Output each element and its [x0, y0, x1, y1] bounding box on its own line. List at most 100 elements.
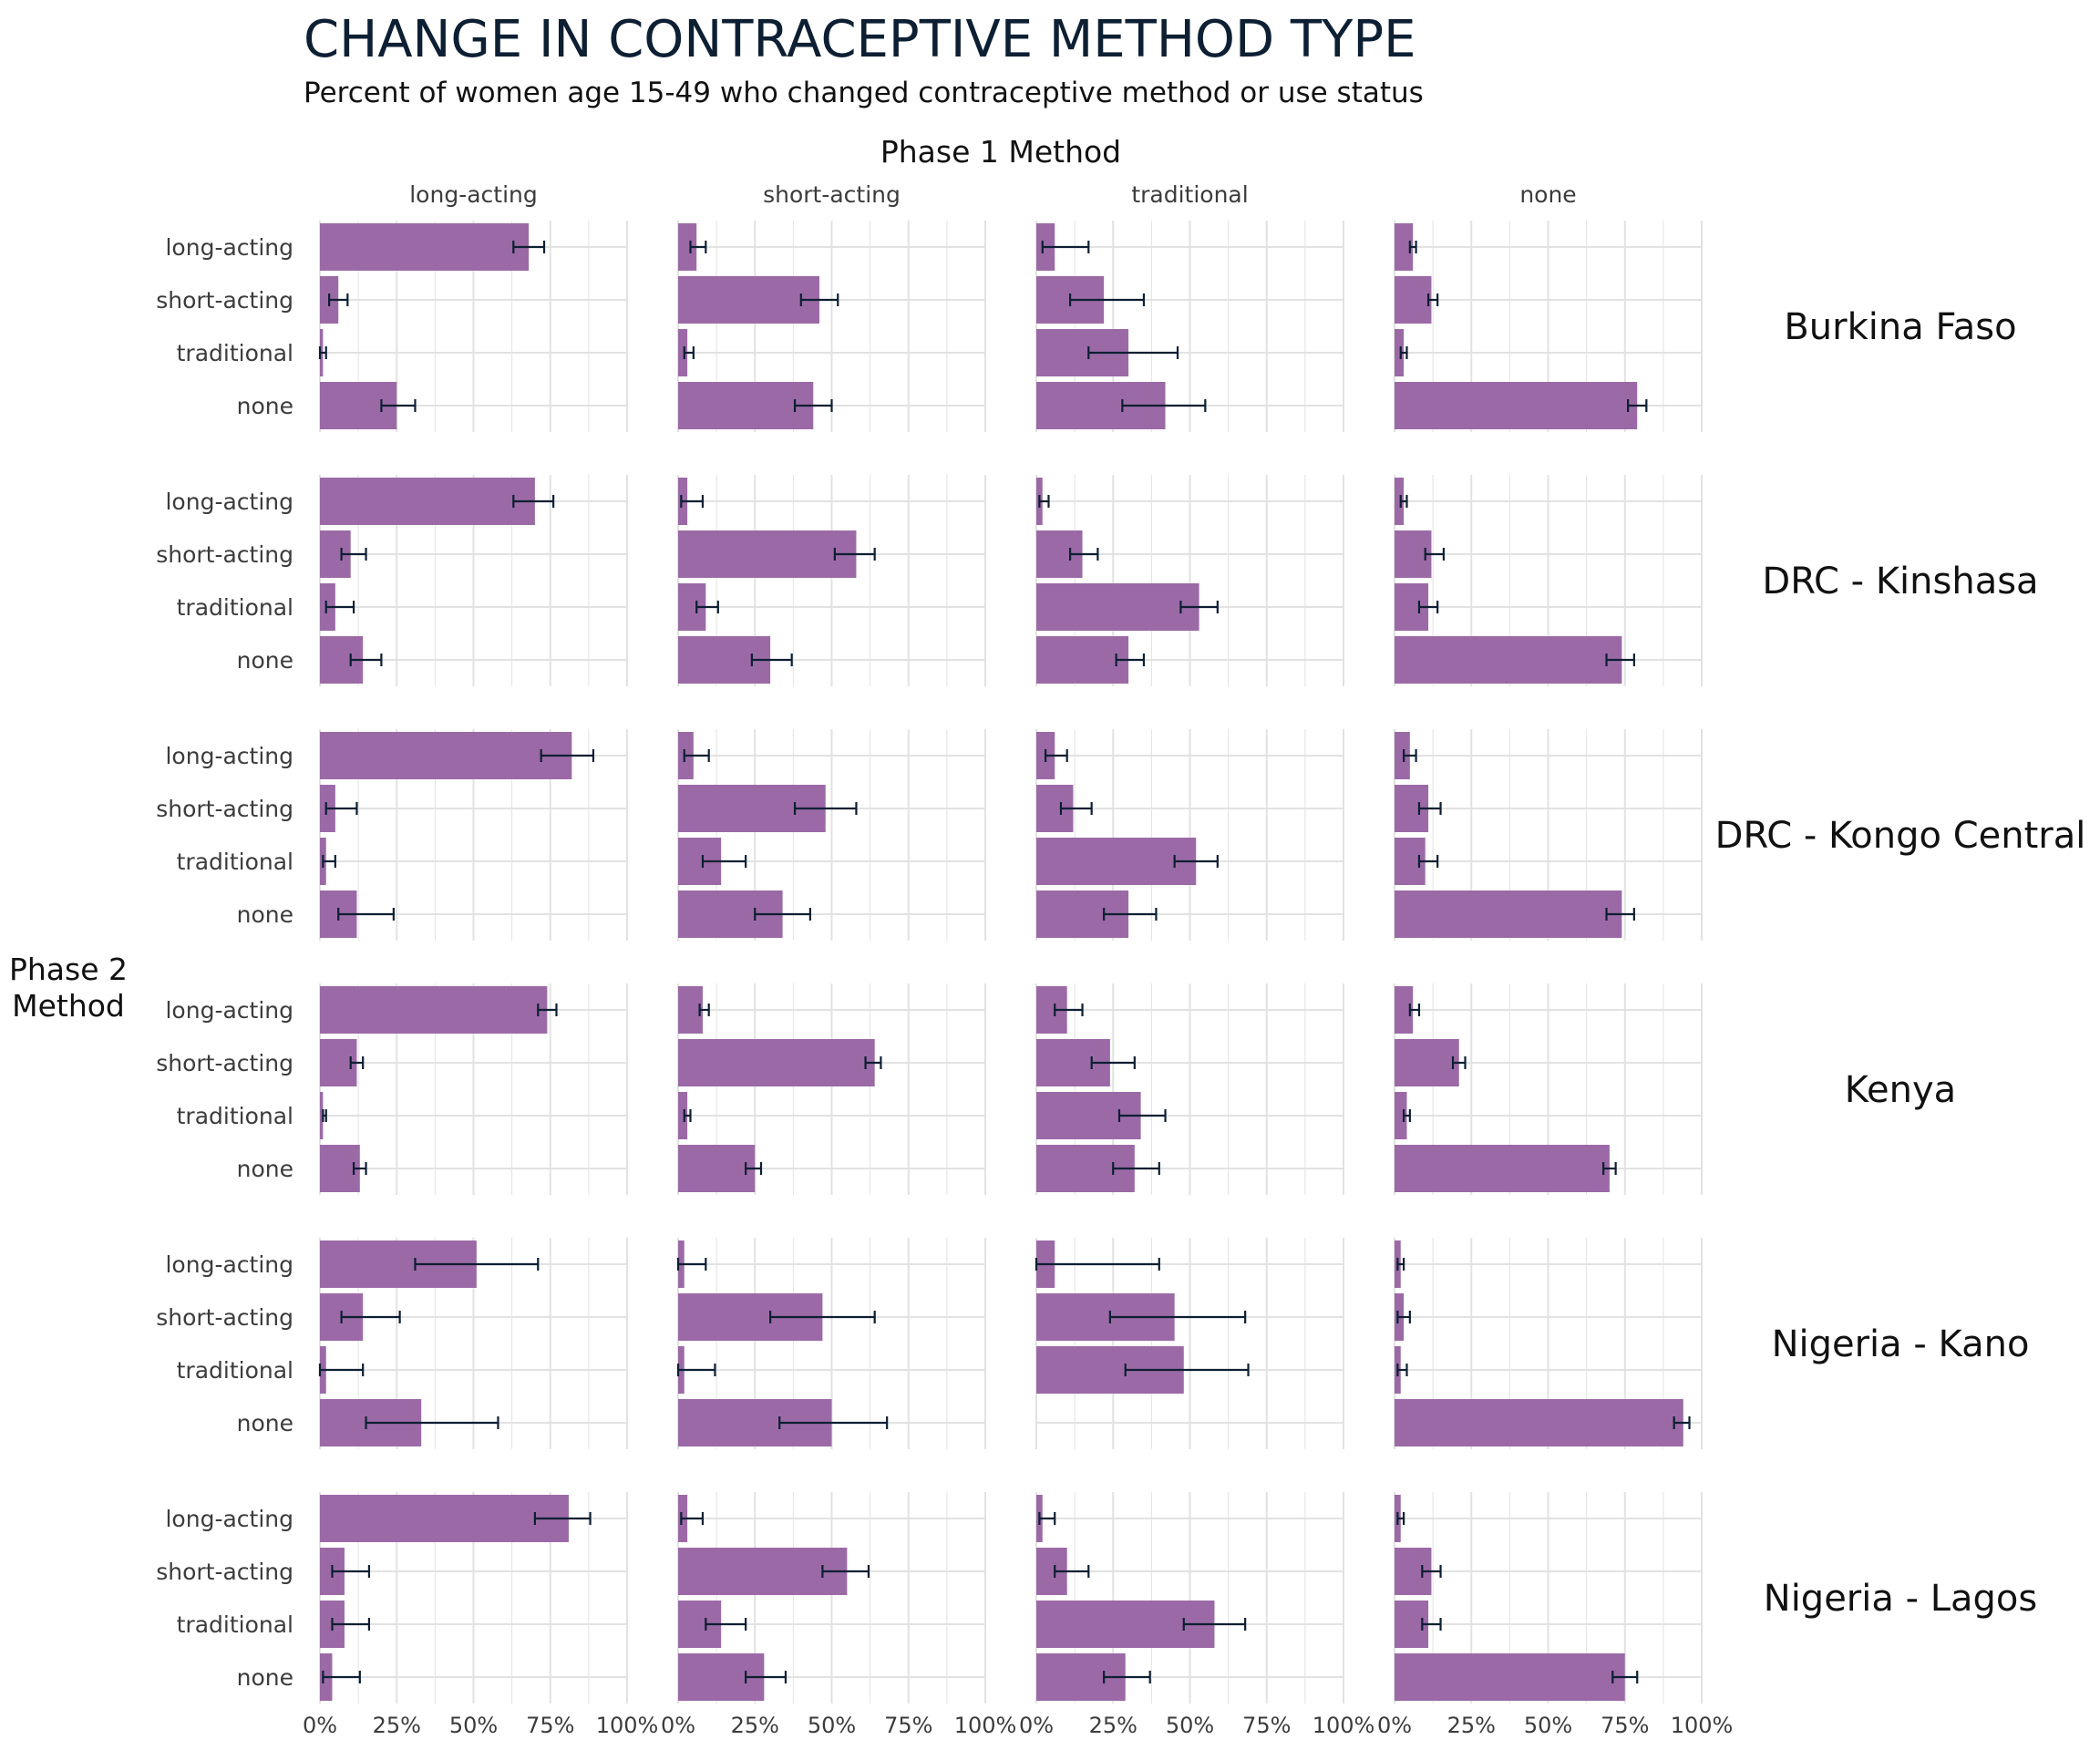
panel-drc-kinshasa-traditional: [1035, 475, 1344, 686]
bar-long-acting-to-traditional: [320, 1092, 324, 1139]
y-tick-label-short-acting: short-acting: [156, 1559, 293, 1585]
panel-drc-kongo-central-none: [1394, 729, 1703, 941]
panel-kenya-short-acting: [677, 983, 986, 1195]
panel-nigeria-lagos-short-acting: [677, 1492, 986, 1704]
region-label-nigeria-lagos: Nigeria - Lagos: [1764, 1578, 2037, 1620]
bar-none-to-none: [1395, 636, 1622, 684]
x-tick-label: 0%: [1377, 1713, 1412, 1738]
region-label-nigeria-kano: Nigeria - Kano: [1772, 1323, 2030, 1365]
bar-long-acting-to-long-acting: [320, 1495, 569, 1542]
bar-none-to-short-acting: [1395, 1039, 1459, 1086]
panel-burkina-faso-long-acting: [318, 221, 628, 432]
panel-kenya-none: [1394, 983, 1703, 1195]
panel-burkina-faso-none: [1394, 221, 1703, 432]
chart-title: CHANGE IN CONTRACEPTIVE METHOD TYPE: [304, 10, 1416, 69]
region-label-burkina-faso: Burkina Faso: [1784, 306, 2016, 348]
panel-drc-kongo-central-short-acting: [677, 729, 986, 941]
bar-short-acting-to-traditional: [678, 329, 688, 376]
bar-none-to-short-acting: [1395, 276, 1432, 324]
region-label-kenya: Kenya: [1845, 1069, 1956, 1111]
bar-long-acting-to-long-acting: [320, 223, 530, 271]
y-tick-label-short-acting: short-acting: [156, 796, 293, 822]
x-tick-label: 0%: [1019, 1713, 1054, 1738]
panel-nigeria-kano-none: [1394, 1238, 1703, 1449]
bar-short-acting-to-short-acting: [678, 1039, 875, 1086]
panel-nigeria-kano-long-acting: [318, 1238, 628, 1449]
y-tick-label-long-acting: long-acting: [165, 1251, 293, 1278]
bar-none-to-long-acting: [1395, 986, 1414, 1034]
panel-nigeria-lagos-long-acting: [319, 1492, 628, 1704]
y-tick-label-long-acting: long-acting: [165, 743, 293, 769]
x-tick-label: 25%: [1089, 1713, 1138, 1738]
panel-kenya-traditional: [1035, 983, 1344, 1195]
y-tick-label-short-acting: short-acting: [156, 1304, 293, 1331]
x-tick-label: 100%: [954, 1713, 1017, 1738]
region-label-drc-kinshasa: DRC - Kinshasa: [1762, 561, 2038, 602]
x-tick-label: 75%: [1601, 1713, 1649, 1738]
y-tick-label-traditional: traditional: [177, 594, 293, 621]
panel-drc-kinshasa-long-acting: [319, 475, 628, 686]
y-tick-label-traditional: traditional: [177, 1357, 293, 1384]
panel-burkina-faso-short-acting: [677, 221, 986, 432]
bar-short-acting-to-long-acting: [678, 223, 697, 271]
row-facet-label: Phase 2 Method: [9, 952, 128, 1024]
x-tick-label: 50%: [1166, 1713, 1214, 1738]
x-tick-label: 50%: [808, 1713, 856, 1738]
y-tick-label-long-acting: long-acting: [165, 1506, 293, 1532]
bar-long-acting-to-long-acting: [320, 478, 535, 525]
bar-traditional-to-traditional: [1036, 583, 1199, 631]
panel-nigeria-lagos-traditional: [1035, 1492, 1344, 1704]
panel-nigeria-kano-traditional: [1035, 1238, 1344, 1449]
bar-none-to-none: [1395, 382, 1638, 429]
y-tick-label-traditional: traditional: [177, 849, 293, 875]
y-tick-label-long-acting: long-acting: [165, 997, 293, 1024]
x-tick-label: 50%: [449, 1713, 498, 1738]
bar-none-to-traditional: [1395, 1092, 1407, 1139]
bar-short-acting-to-none: [678, 1145, 756, 1192]
column-label-none: none: [1519, 181, 1576, 208]
bar-none-to-long-acting: [1395, 478, 1405, 525]
bar-none-to-none: [1395, 890, 1622, 938]
y-tick-label-long-acting: long-acting: [165, 489, 293, 515]
bar-short-acting-to-none: [678, 382, 814, 429]
panel-drc-kinshasa-none: [1394, 475, 1703, 686]
y-tick-label-long-acting: long-acting: [165, 234, 293, 261]
y-tick-label-traditional: traditional: [177, 1611, 293, 1638]
x-tick-label: 25%: [731, 1713, 779, 1738]
y-tick-label-none: none: [237, 1664, 293, 1691]
column-label-short-acting: short-acting: [763, 181, 901, 208]
y-tick-label-none: none: [237, 901, 293, 928]
y-tick-label-traditional: traditional: [177, 1103, 293, 1129]
x-tick-label: 50%: [1524, 1713, 1572, 1738]
column-label-traditional: traditional: [1131, 181, 1248, 208]
x-tick-label: 100%: [1671, 1713, 1734, 1738]
column-facet-label: Phase 1 Method: [880, 134, 1121, 170]
y-tick-label-short-acting: short-acting: [156, 541, 293, 568]
panel-drc-kongo-central-long-acting: [319, 729, 628, 941]
chart-subtitle: Percent of women age 15-49 who changed c…: [304, 77, 1424, 109]
x-tick-label: 25%: [373, 1713, 421, 1738]
bar-none-to-none: [1395, 1399, 1683, 1446]
bar-none-to-long-acting: [1395, 223, 1414, 271]
y-tick-label-none: none: [237, 1410, 293, 1436]
panel-drc-kongo-central-traditional: [1035, 729, 1344, 941]
x-tick-label: 25%: [1447, 1713, 1496, 1738]
column-label-long-acting: long-acting: [409, 181, 538, 208]
region-label-drc-kongo-central: DRC - Kongo Central: [1715, 815, 2086, 857]
x-tick-label: 75%: [1242, 1713, 1291, 1738]
x-tick-label: 75%: [526, 1713, 574, 1738]
bar-long-acting-to-long-acting: [320, 732, 572, 779]
x-tick-label: 0%: [661, 1713, 695, 1738]
x-tick-label: 75%: [884, 1713, 932, 1738]
bar-none-to-none: [1395, 1653, 1625, 1701]
x-tick-label: 100%: [1312, 1713, 1375, 1738]
bar-short-acting-to-short-acting: [678, 1548, 848, 1595]
y-tick-label-short-acting: short-acting: [156, 1050, 293, 1076]
panel-nigeria-kano-short-acting: [676, 1238, 986, 1449]
x-tick-label: 100%: [596, 1713, 659, 1738]
bar-short-acting-to-short-acting: [678, 530, 857, 578]
y-tick-label-none: none: [237, 647, 293, 674]
y-tick-label-short-acting: short-acting: [156, 287, 293, 314]
bar-traditional-to-traditional: [1036, 838, 1197, 885]
